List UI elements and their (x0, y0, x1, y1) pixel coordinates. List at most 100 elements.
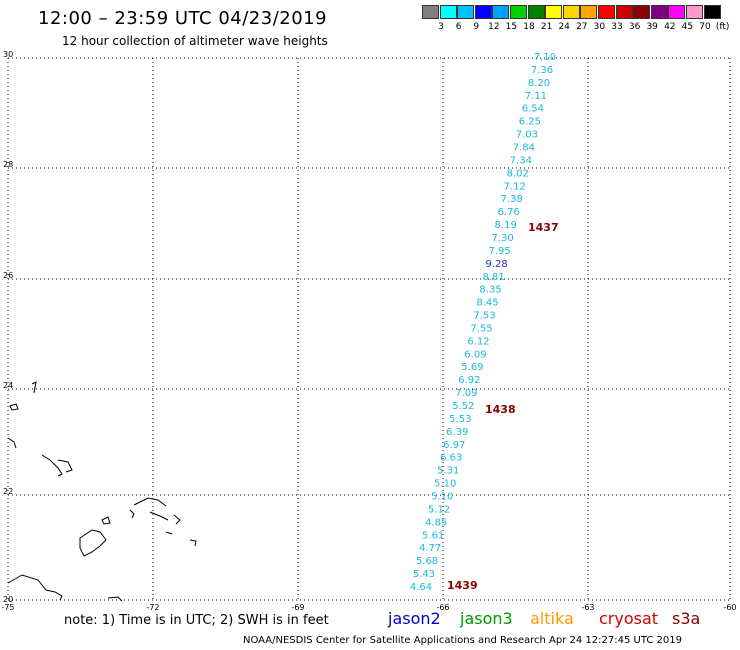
coastline-islet-3 (173, 514, 181, 525)
legend-swatch (562, 5, 580, 19)
swh-observation: 9.28 (485, 259, 507, 270)
coastline-turks (133, 497, 167, 507)
legend-tick-label: 39 (646, 22, 658, 32)
lon-tick-label: -63 (581, 603, 594, 612)
swh-observation: 7.38 (501, 194, 523, 205)
lon-tick-label: -75 (1, 603, 14, 612)
swh-observation: 8.81 (482, 272, 504, 283)
swh-observation: 7.95 (489, 246, 511, 257)
lat-tick-label: 30 (3, 50, 13, 59)
lat-tick-label: 22 (3, 487, 13, 496)
legend-swatch (457, 5, 475, 19)
legend-tick-label: 36 (628, 22, 641, 32)
legend-tick-label: 33 (611, 22, 623, 32)
swh-observation: 6.92 (458, 375, 480, 386)
legend-tick-label: 18 (523, 22, 535, 32)
swh-observation: 4.77 (419, 543, 441, 554)
legend-swatch (598, 5, 615, 19)
legend-swatch (633, 5, 651, 19)
satellite-label: jason3 (460, 609, 513, 628)
swh-observation: 8.20 (528, 78, 550, 89)
swh-observation: 7.10 (534, 52, 556, 63)
legend-tick-label: 9 (473, 22, 480, 32)
swh-observation: 5.10 (434, 479, 456, 490)
swh-observation: 4.64 (410, 582, 432, 593)
swh-observation: 6.76 (498, 207, 520, 218)
coastline-cuba (7, 574, 63, 601)
swh-observation: 6.63 (440, 453, 462, 464)
lat-tick-label: 26 (3, 271, 13, 280)
swh-observation: 6.97 (443, 440, 465, 451)
satellite-label: altika (530, 609, 574, 628)
swh-observation: 8.19 (495, 220, 517, 231)
coastline-bahamas-4 (31, 381, 37, 394)
lon-tick-label: -72 (146, 603, 159, 612)
legend-swatch (545, 5, 563, 19)
lat-tick-label: 20 (3, 595, 13, 604)
coastline-bahamas-1 (41, 454, 63, 477)
lat-tick-label: 28 (3, 160, 13, 169)
legend-swatch (650, 5, 668, 19)
swh-observation: 7.11 (525, 91, 547, 102)
swh-observation: 8.45 (476, 298, 498, 309)
swh-observation: 5.68 (416, 556, 438, 567)
coastlines (7, 381, 197, 602)
lon-tick-label: -66 (436, 603, 449, 612)
legend-swatch (580, 5, 598, 19)
swh-observation: 5.69 (461, 362, 483, 373)
legend-tick-label: 42 (664, 22, 676, 32)
page-title: 12:00 – 23:59 UTC 04/23/2019 (38, 8, 328, 29)
coastline-islet-5 (165, 531, 173, 535)
coastline-bahamas-3 (9, 403, 19, 411)
coastline-hispaniola (79, 529, 107, 557)
coastline-bahamas-5 (57, 459, 73, 473)
swh-observation: 7.55 (470, 323, 492, 334)
swh-observation: 7.12 (504, 181, 526, 192)
swh-observation: 5.61 (422, 530, 444, 541)
legend-tick-label: 15 (505, 22, 518, 32)
legend-tick-label: 70 (699, 22, 711, 32)
swh-observation: 5.52 (452, 401, 474, 412)
swh-observation: 5.43 (413, 569, 435, 580)
legend-tick-label: 24 (558, 22, 570, 32)
swh-observation: 7.30 (492, 233, 514, 244)
legend-tick-label: 6 (455, 22, 462, 32)
swh-observation: 7.36 (531, 65, 553, 76)
legend-swatch (527, 5, 545, 19)
lon-tick-label: -69 (291, 603, 304, 612)
legend-swatch (439, 5, 457, 19)
swh-observation: 7.53 (473, 311, 495, 322)
legend-tick-label: 30 (593, 22, 606, 32)
coastline-islet-6 (107, 596, 123, 602)
grid-lines (7, 57, 731, 601)
swh-observation: 8.35 (479, 285, 501, 296)
legend-tick-label: 45 (681, 22, 694, 32)
coastline-islet-1 (129, 509, 135, 519)
legend-tick-label: 27 (576, 22, 588, 32)
pass-time-label: 1438 (485, 403, 516, 416)
legend-swatch (474, 5, 492, 19)
swh-observation: 5.12 (428, 504, 450, 515)
coastline-islet-2 (101, 516, 111, 525)
note-text: note: 1) Time is in UTC; 2) SWH is in fe… (64, 613, 329, 628)
coastline-islet-4 (189, 539, 197, 547)
legend-swatch (422, 5, 439, 19)
lat-tick-label: 24 (3, 381, 13, 390)
legend-tick-label: 21 (540, 22, 553, 32)
lon-tick-label: -60 (723, 603, 736, 612)
legend-swatch (668, 5, 686, 19)
legend-swatch (686, 5, 703, 19)
swh-observation: 5.31 (437, 466, 459, 477)
swh-observation: 6.54 (522, 104, 544, 115)
swh-observation: 5.53 (449, 414, 471, 425)
swh-observation: 4.85 (425, 517, 447, 528)
legend-tick-label: (ft) (715, 22, 730, 32)
swh-observation: 7.84 (513, 142, 535, 153)
legend-tick-label: 12 (488, 22, 500, 32)
pass-time-label: 1439 (447, 579, 478, 592)
legend-swatch (492, 5, 510, 19)
swh-observation: 6.12 (467, 336, 489, 347)
legend-swatch (510, 5, 527, 19)
swh-observation: 8.02 (507, 168, 529, 179)
